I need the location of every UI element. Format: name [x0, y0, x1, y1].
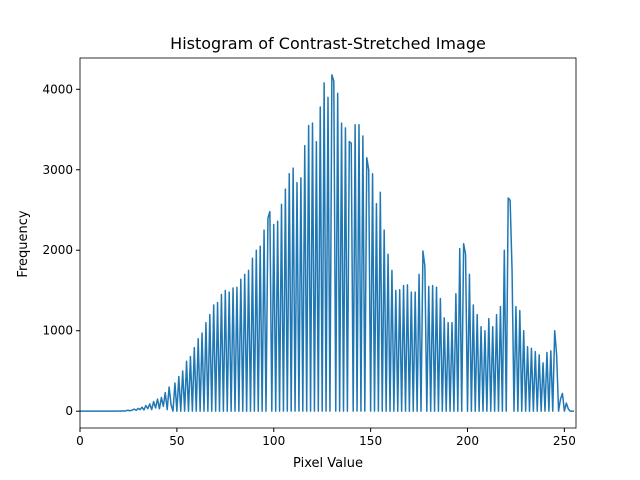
x-tick-label: 200 [456, 434, 479, 448]
y-axis-label: Frequency [16, 210, 31, 277]
data-line [80, 74, 575, 412]
x-tick-label: 100 [262, 434, 285, 448]
x-axis-label: Pixel Value [293, 456, 363, 471]
chart-title: Histogram of Contrast-Stretched Image [170, 34, 486, 53]
x-tick-label: 50 [169, 434, 184, 448]
y-tick-label: 0 [65, 404, 73, 418]
y-tick-label: 4000 [42, 82, 73, 96]
plot-frame [79, 57, 577, 429]
x-tick-label: 150 [359, 434, 382, 448]
x-tick-label: 250 [553, 434, 576, 448]
y-tick-label: 3000 [42, 163, 73, 177]
x-tick-label: 0 [76, 434, 84, 448]
y-tick-label: 1000 [42, 324, 73, 338]
y-tick-label: 2000 [42, 243, 73, 257]
